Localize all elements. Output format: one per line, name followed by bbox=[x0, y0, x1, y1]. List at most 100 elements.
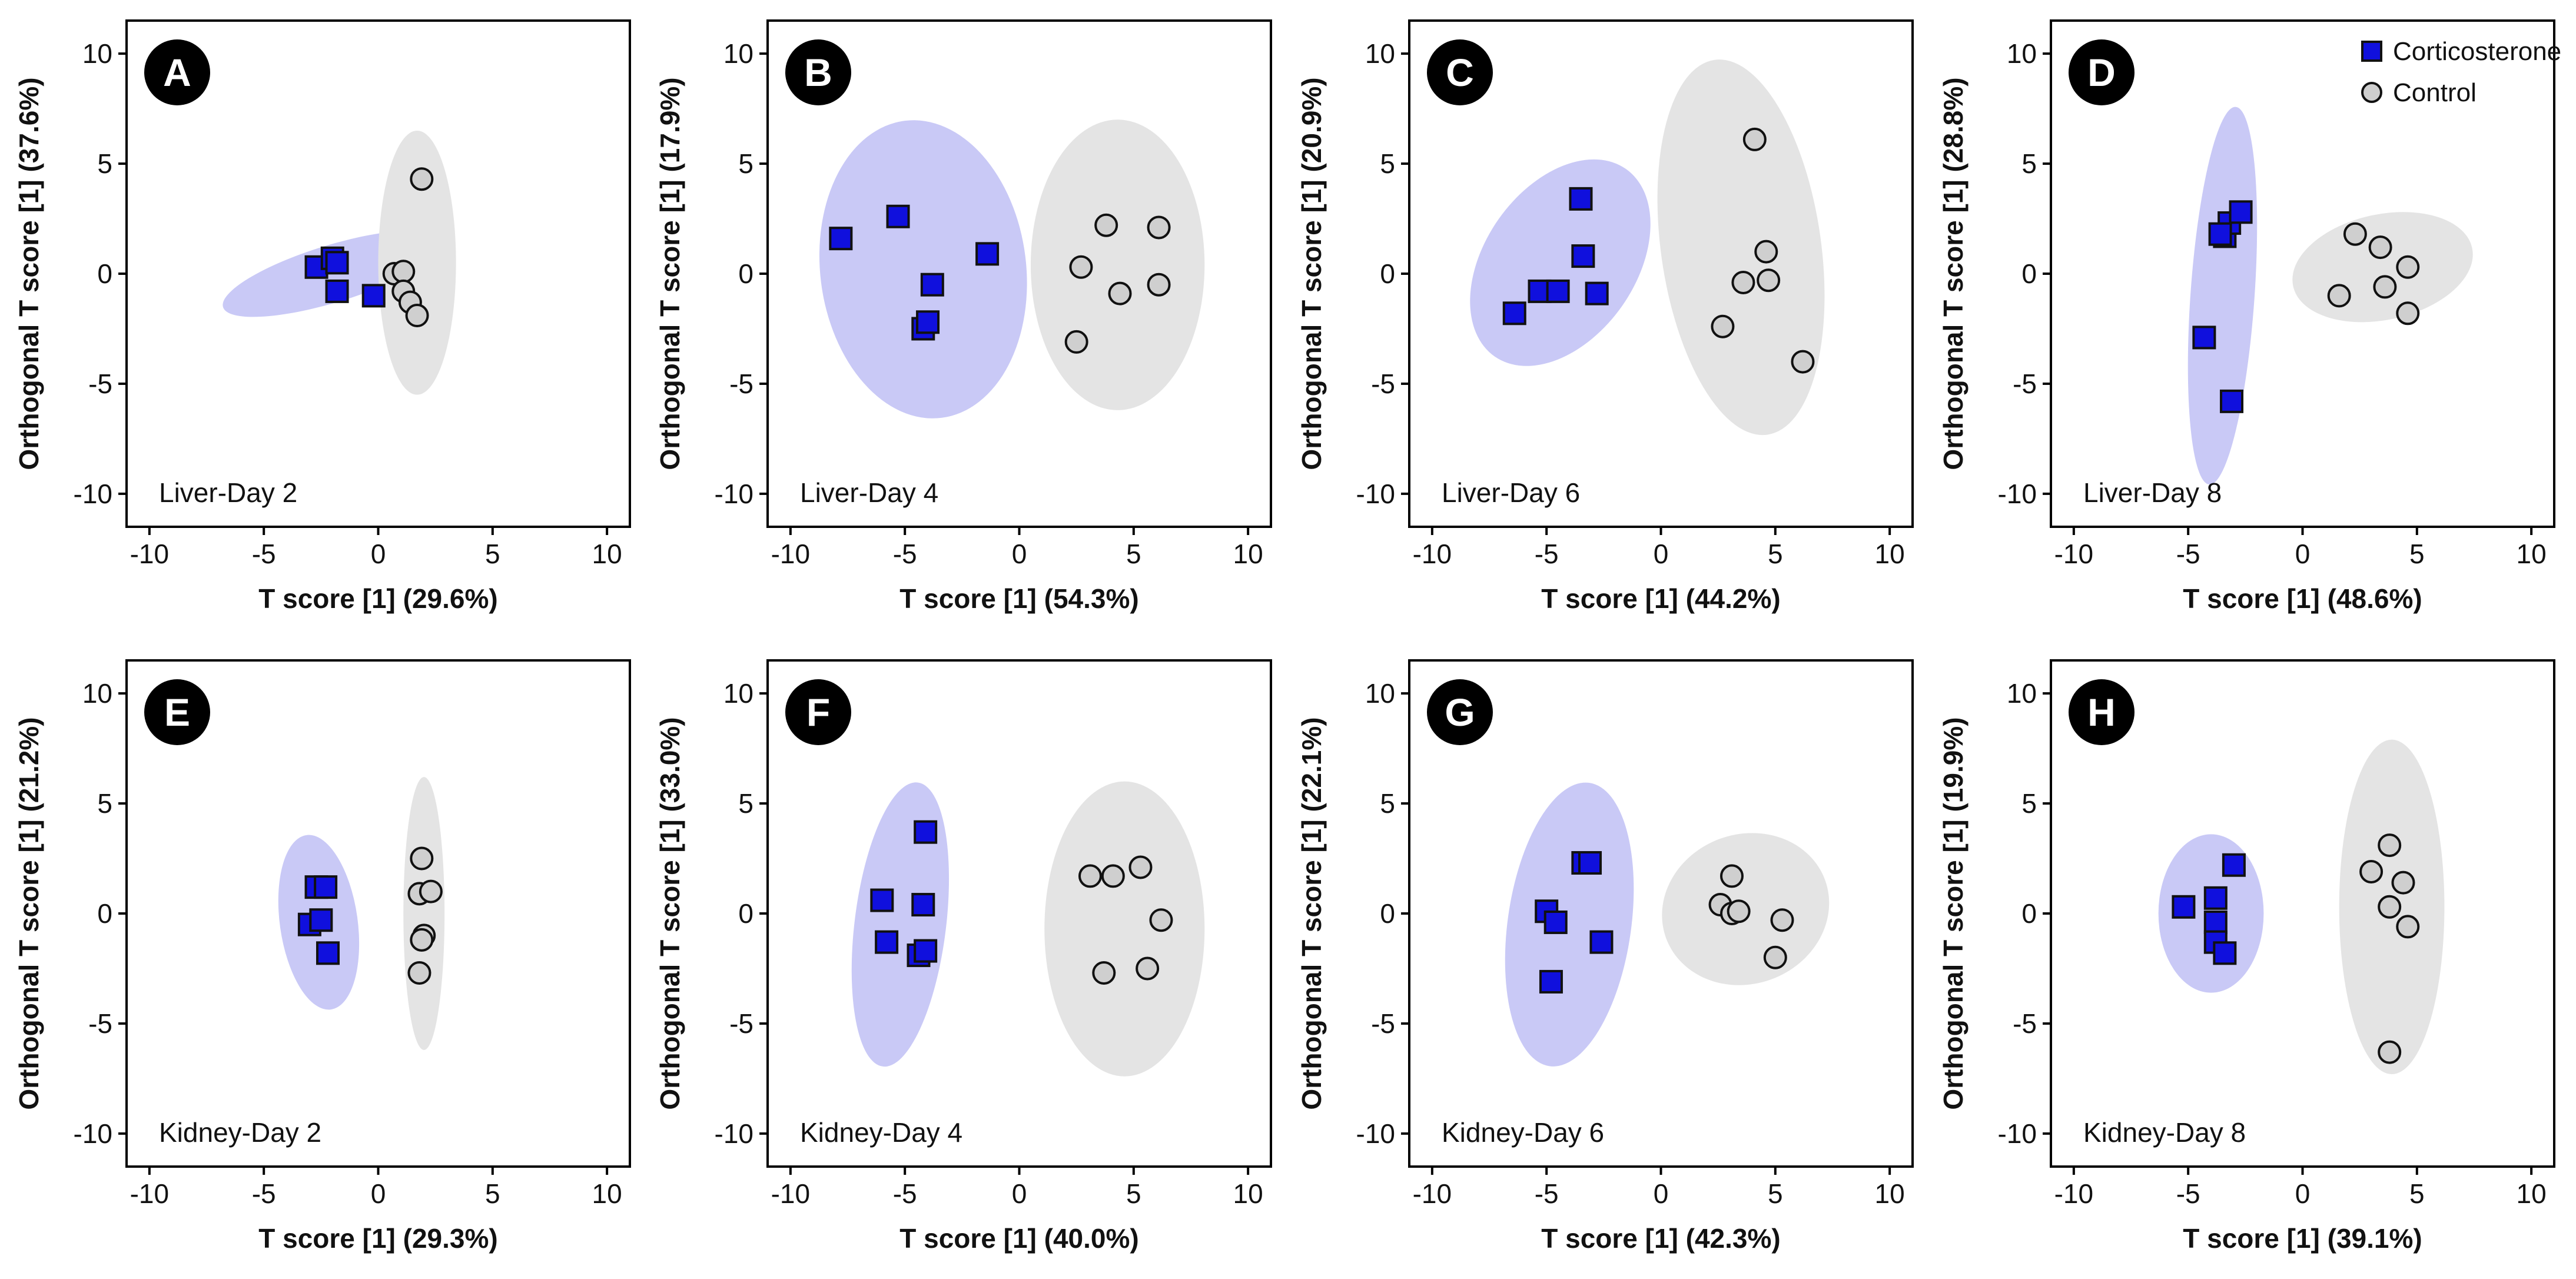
x-tick-label: -5 bbox=[893, 1178, 917, 1209]
legend-label: Corticosterone bbox=[2393, 37, 2561, 66]
corticosterone-point bbox=[886, 204, 910, 228]
corticosterone-point bbox=[325, 279, 349, 303]
control-point bbox=[1742, 127, 1767, 151]
control-point bbox=[410, 928, 434, 952]
corticosterone-point bbox=[361, 284, 386, 308]
control-point bbox=[1092, 961, 1116, 985]
x-tick-label: -5 bbox=[893, 539, 917, 569]
control-point bbox=[407, 961, 431, 985]
y-tick-label: 10 bbox=[723, 678, 753, 709]
x-tick-label: 10 bbox=[1233, 539, 1263, 569]
y-axis-title: Orthogonal T score [1] (21.2%) bbox=[14, 717, 44, 1109]
panel-a: -10 -5 0 5 10 10 5 0 -5 -10 T score [1] (29.6%) Ort… bbox=[14, 19, 631, 614]
x-tick-label: -5 bbox=[252, 1178, 276, 1209]
x-tick-label: 0 bbox=[2295, 539, 2311, 569]
x-tick-label: -10 bbox=[130, 539, 169, 569]
x-axis-title: T score [1] (29.3%) bbox=[258, 1223, 497, 1254]
corticosterone-point bbox=[2220, 389, 2244, 413]
y-tick-label: -5 bbox=[1371, 1008, 1395, 1039]
corticosterone-point bbox=[1585, 281, 1609, 305]
panel-badge bbox=[1427, 39, 1493, 105]
control-point bbox=[1064, 330, 1088, 354]
x-tick-label: 5 bbox=[1768, 539, 1783, 569]
y-tick-label: 10 bbox=[2007, 678, 2037, 709]
y-tick-label: -10 bbox=[1998, 1118, 2037, 1149]
control-point bbox=[1719, 864, 1744, 888]
x-axis-title: T score [1] (44.2%) bbox=[1541, 583, 1780, 614]
x-tick-label: -5 bbox=[252, 539, 276, 569]
control-point bbox=[2378, 833, 2402, 858]
control-point bbox=[2368, 235, 2392, 260]
y-tick-label: 5 bbox=[2021, 148, 2037, 179]
control-point bbox=[1763, 945, 1787, 969]
x-tick-label: 0 bbox=[371, 539, 386, 569]
corticosterone-point bbox=[2229, 200, 2253, 224]
x-tick-label: 10 bbox=[1875, 539, 1905, 569]
corticosterone-point bbox=[325, 251, 349, 275]
corticosterone-point bbox=[1546, 279, 1570, 303]
y-tick-label: -5 bbox=[729, 368, 753, 399]
control-ellipse bbox=[2292, 212, 2473, 323]
y-axis-title: Orthogonal T score [1] (37.6%) bbox=[14, 77, 44, 470]
corticosterone-point bbox=[309, 908, 333, 932]
corticosterone-point bbox=[975, 242, 1000, 266]
y-axis-title: Orthogonal T score [1] (20.9%) bbox=[1296, 77, 1327, 470]
control-point bbox=[1711, 314, 1735, 338]
x-tick-label: 5 bbox=[2409, 539, 2425, 569]
x-tick-label: 0 bbox=[1012, 539, 1027, 569]
panel-f-data bbox=[851, 781, 1205, 1077]
legend-label: Control bbox=[2393, 78, 2477, 107]
x-tick-label: -5 bbox=[1535, 1178, 1559, 1209]
x-tick-label: 10 bbox=[2517, 539, 2547, 569]
x-tick-label: 5 bbox=[1126, 1178, 1141, 1209]
corticosterone-point bbox=[314, 875, 338, 899]
control-point bbox=[1108, 281, 1132, 305]
panel-letter: D bbox=[2087, 51, 2116, 94]
panel-f: -10 -5 0 5 10 10 5 0 -5 -10 T score [1] (40.0%) Ort… bbox=[655, 659, 1272, 1254]
panel-b-data bbox=[819, 119, 1205, 418]
control-ellipse bbox=[1044, 781, 1205, 1077]
panel-g-data bbox=[1505, 782, 1830, 1067]
control-point bbox=[2396, 301, 2420, 325]
y-tick-label: -5 bbox=[88, 1008, 112, 1039]
x-axis-title: T score [1] (40.0%) bbox=[899, 1223, 1138, 1254]
x-tick-label: 10 bbox=[1875, 1178, 1905, 1209]
panel-badge bbox=[785, 679, 851, 745]
panel-letter: E bbox=[164, 690, 190, 734]
corticosterone-point bbox=[1589, 930, 1614, 954]
y-tick-label: 5 bbox=[1380, 148, 1395, 179]
panel-letter: B bbox=[804, 51, 832, 94]
corticosterone-point bbox=[1571, 244, 1595, 268]
corticosterone-point bbox=[2222, 853, 2246, 877]
x-tick-label: 10 bbox=[2517, 1178, 2547, 1209]
y-tick-label: -5 bbox=[2013, 1008, 2037, 1039]
y-tick-label: 0 bbox=[738, 258, 753, 289]
panel-h-frame bbox=[2050, 659, 2555, 1168]
panel-letter: H bbox=[2087, 690, 2116, 734]
x-axis-title: T score [1] (54.3%) bbox=[899, 583, 1138, 614]
y-tick-label: 10 bbox=[2007, 38, 2037, 69]
control-point bbox=[405, 304, 429, 328]
y-tick-label: 0 bbox=[2021, 258, 2037, 289]
control-ellipse bbox=[403, 777, 445, 1050]
control-point bbox=[1069, 255, 1093, 279]
x-tick-label: -10 bbox=[1413, 1178, 1452, 1209]
panel-label: Kidney-Day 8 bbox=[2083, 1117, 2246, 1148]
y-tick-label: -10 bbox=[1998, 479, 2037, 509]
y-tick-label: -10 bbox=[1356, 1118, 1395, 1149]
x-tick-label: 5 bbox=[485, 1178, 500, 1209]
control-ellipse bbox=[1657, 59, 1825, 436]
x-tick-label: 10 bbox=[592, 1178, 622, 1209]
control-point bbox=[1147, 215, 1171, 240]
control-point bbox=[2396, 255, 2420, 279]
x-tick-label: 0 bbox=[1012, 1178, 1027, 1209]
panel-d: -10 -5 0 5 10 10 5 0 -5 -10 T score [1] (48.6%) Ort… bbox=[1938, 19, 2561, 614]
x-tick-label: 5 bbox=[2409, 1178, 2425, 1209]
control-point bbox=[1791, 350, 1815, 374]
control-point bbox=[2343, 222, 2367, 246]
x-tick-label: 10 bbox=[592, 539, 622, 569]
y-tick-label: 10 bbox=[82, 678, 112, 709]
x-tick-label: -10 bbox=[130, 1178, 169, 1209]
y-axis-title: Orthogonal T score [1] (22.1%) bbox=[1296, 717, 1327, 1109]
